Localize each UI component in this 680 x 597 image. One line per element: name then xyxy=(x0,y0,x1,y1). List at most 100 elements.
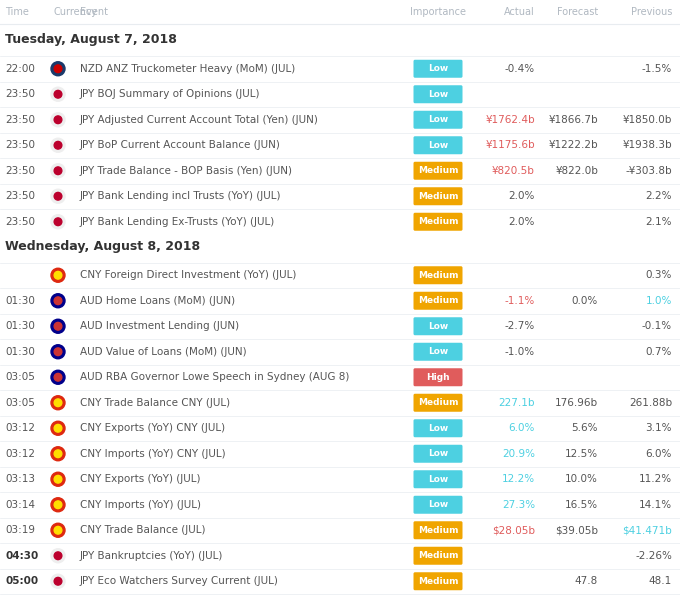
Text: 12.5%: 12.5% xyxy=(565,449,598,458)
Text: -2.26%: -2.26% xyxy=(635,551,672,561)
Text: CNY Foreign Direct Investment (YoY) (JUL): CNY Foreign Direct Investment (YoY) (JUL… xyxy=(80,270,296,280)
Text: Event: Event xyxy=(80,7,108,17)
Text: Time: Time xyxy=(5,7,29,17)
Circle shape xyxy=(51,549,65,563)
Text: AUD Home Loans (MoM) (JUN): AUD Home Loans (MoM) (JUN) xyxy=(80,296,235,306)
Text: ¥1866.7b: ¥1866.7b xyxy=(548,115,598,125)
Text: 20.9%: 20.9% xyxy=(502,449,535,458)
Text: JPY Trade Balance - BOP Basis (Yen) (JUN): JPY Trade Balance - BOP Basis (Yen) (JUN… xyxy=(80,166,293,176)
Text: Medium: Medium xyxy=(418,217,458,226)
Text: -1.1%: -1.1% xyxy=(505,296,535,306)
Circle shape xyxy=(54,373,62,381)
Text: 2.2%: 2.2% xyxy=(645,191,672,201)
Circle shape xyxy=(51,472,65,486)
FancyBboxPatch shape xyxy=(413,213,462,231)
Text: Medium: Medium xyxy=(418,551,458,560)
Text: Medium: Medium xyxy=(418,192,458,201)
FancyBboxPatch shape xyxy=(413,547,462,565)
Text: Low: Low xyxy=(428,90,448,99)
Text: ¥1222.2b: ¥1222.2b xyxy=(548,140,598,150)
Circle shape xyxy=(54,577,62,585)
Text: -1.5%: -1.5% xyxy=(642,64,672,74)
Text: -¥303.8b: -¥303.8b xyxy=(626,166,672,176)
FancyBboxPatch shape xyxy=(413,573,462,590)
Text: JPY Eco Watchers Survey Current (JUL): JPY Eco Watchers Survey Current (JUL) xyxy=(80,576,279,586)
Circle shape xyxy=(54,141,62,149)
FancyBboxPatch shape xyxy=(413,470,462,488)
Text: Medium: Medium xyxy=(418,166,458,176)
FancyBboxPatch shape xyxy=(413,521,462,539)
Circle shape xyxy=(54,116,62,124)
Text: 01:30: 01:30 xyxy=(5,347,35,357)
Text: 2.0%: 2.0% xyxy=(509,191,535,201)
Text: -0.4%: -0.4% xyxy=(505,64,535,74)
Circle shape xyxy=(54,167,62,174)
Circle shape xyxy=(54,527,62,534)
Circle shape xyxy=(54,90,62,98)
Text: ¥1762.4b: ¥1762.4b xyxy=(486,115,535,125)
Circle shape xyxy=(51,574,65,588)
FancyBboxPatch shape xyxy=(413,187,462,205)
Circle shape xyxy=(54,424,62,432)
Text: CNY Imports (YoY) (JUL): CNY Imports (YoY) (JUL) xyxy=(80,500,201,510)
Text: 47.8: 47.8 xyxy=(575,576,598,586)
Text: 03:05: 03:05 xyxy=(5,373,35,382)
Circle shape xyxy=(51,447,65,461)
Circle shape xyxy=(51,344,65,359)
Text: Forecast: Forecast xyxy=(557,7,598,17)
Text: 261.88b: 261.88b xyxy=(629,398,672,408)
Text: CNY Trade Balance CNY (JUL): CNY Trade Balance CNY (JUL) xyxy=(80,398,230,408)
Circle shape xyxy=(54,450,62,457)
FancyBboxPatch shape xyxy=(413,136,462,154)
Text: NZD ANZ Truckometer Heavy (MoM) (JUL): NZD ANZ Truckometer Heavy (MoM) (JUL) xyxy=(80,64,295,74)
Circle shape xyxy=(54,218,62,226)
Text: -0.1%: -0.1% xyxy=(642,321,672,331)
Text: ¥822.0b: ¥822.0b xyxy=(555,166,598,176)
Text: 2.0%: 2.0% xyxy=(509,217,535,227)
Text: CNY Trade Balance (JUL): CNY Trade Balance (JUL) xyxy=(80,525,205,536)
Text: Previous: Previous xyxy=(630,7,672,17)
Text: 5.6%: 5.6% xyxy=(571,423,598,433)
Text: JPY Bankruptcies (YoY) (JUL): JPY Bankruptcies (YoY) (JUL) xyxy=(80,551,223,561)
Text: Medium: Medium xyxy=(418,577,458,586)
Text: Low: Low xyxy=(428,475,448,484)
Text: Low: Low xyxy=(428,500,448,509)
Text: 0.7%: 0.7% xyxy=(645,347,672,357)
Text: -1.0%: -1.0% xyxy=(505,347,535,357)
Circle shape xyxy=(51,396,65,410)
Text: 22:00: 22:00 xyxy=(5,64,35,74)
Circle shape xyxy=(51,215,65,229)
Text: 03:13: 03:13 xyxy=(5,474,35,484)
Text: Low: Low xyxy=(428,450,448,458)
Text: CNY Exports (YoY) CNY (JUL): CNY Exports (YoY) CNY (JUL) xyxy=(80,423,225,433)
Circle shape xyxy=(51,294,65,307)
Text: 0.0%: 0.0% xyxy=(572,296,598,306)
Text: Low: Low xyxy=(428,424,448,433)
FancyBboxPatch shape xyxy=(413,445,462,463)
Text: 01:30: 01:30 xyxy=(5,296,35,306)
Text: AUD Investment Lending (JUN): AUD Investment Lending (JUN) xyxy=(80,321,239,331)
Text: JPY Bank Lending incl Trusts (YoY) (JUL): JPY Bank Lending incl Trusts (YoY) (JUL) xyxy=(80,191,282,201)
Text: 12.2%: 12.2% xyxy=(502,474,535,484)
Text: ¥1938.3b: ¥1938.3b xyxy=(622,140,672,150)
Text: CNY Imports (YoY) CNY (JUL): CNY Imports (YoY) CNY (JUL) xyxy=(80,449,226,458)
Text: 23:50: 23:50 xyxy=(5,166,35,176)
Text: ¥1175.6b: ¥1175.6b xyxy=(486,140,535,150)
Text: Low: Low xyxy=(428,322,448,331)
Circle shape xyxy=(51,319,65,333)
Circle shape xyxy=(54,399,62,407)
FancyBboxPatch shape xyxy=(413,85,462,103)
Circle shape xyxy=(51,61,65,76)
Circle shape xyxy=(51,164,65,178)
Text: Low: Low xyxy=(428,347,448,356)
Text: ¥820.5b: ¥820.5b xyxy=(492,166,535,176)
Text: Low: Low xyxy=(428,141,448,150)
Text: High: High xyxy=(426,373,449,381)
FancyBboxPatch shape xyxy=(413,394,462,412)
Text: 23:50: 23:50 xyxy=(5,89,35,99)
Text: 03:14: 03:14 xyxy=(5,500,35,510)
Text: 16.5%: 16.5% xyxy=(565,500,598,510)
Text: $28.05b: $28.05b xyxy=(492,525,535,536)
Text: 10.0%: 10.0% xyxy=(565,474,598,484)
Text: Wednesday, August 8, 2018: Wednesday, August 8, 2018 xyxy=(5,240,200,253)
